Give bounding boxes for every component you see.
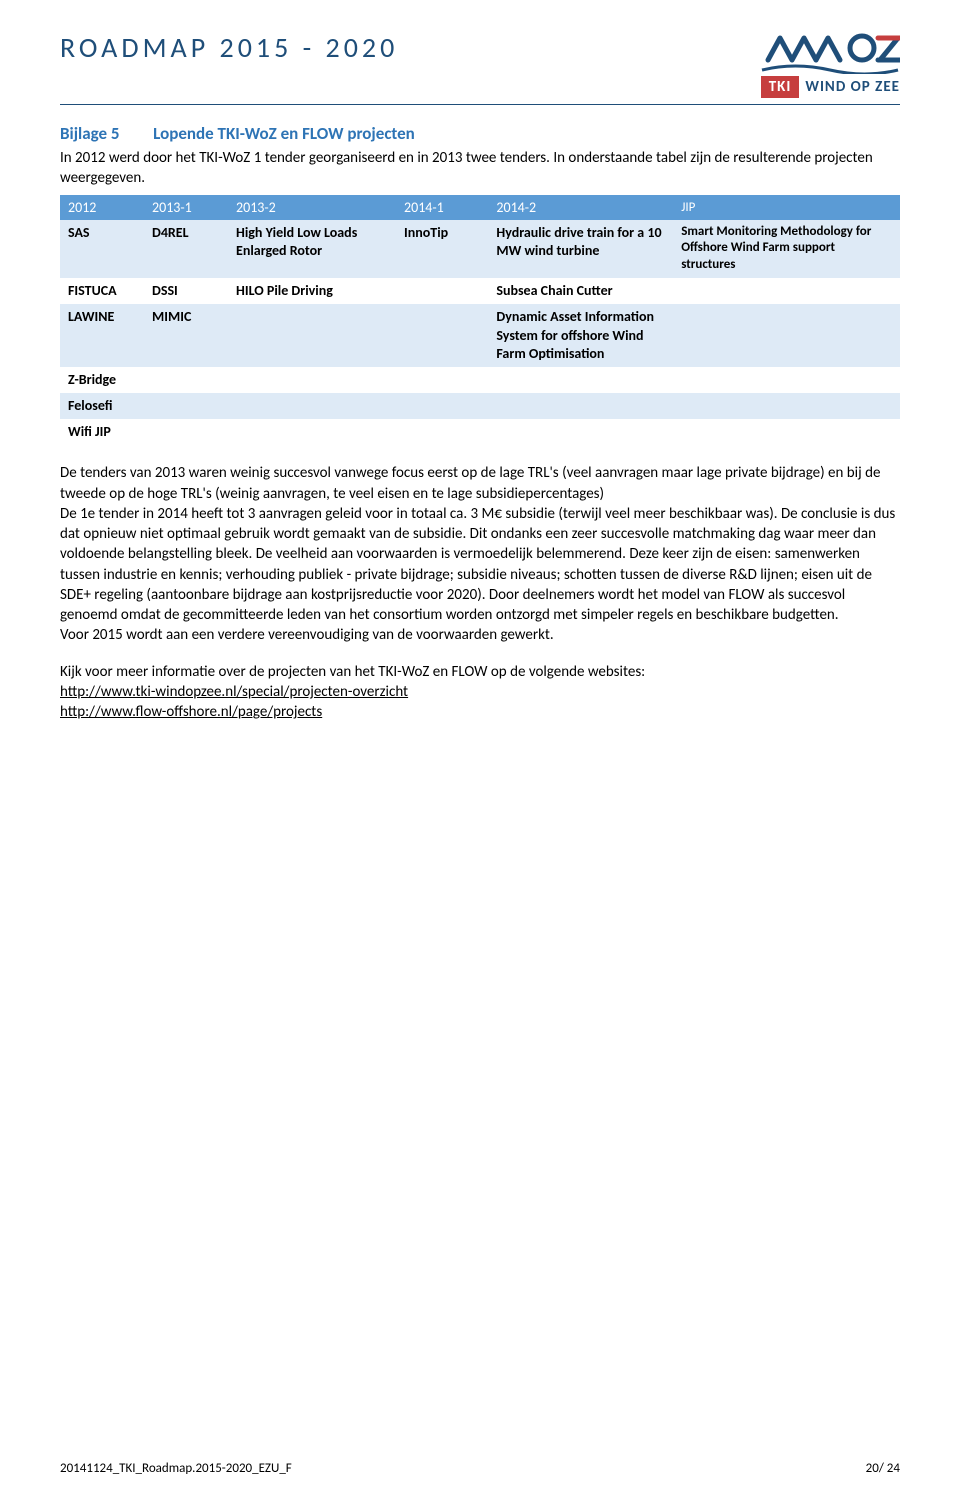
link-flow-projects[interactable]: http://www.flow-offshore.nl/page/project…: [60, 703, 322, 721]
brand-line: TKI WIND OP ZEE: [761, 76, 900, 98]
body-paragraph-1: De tenders van 2013 waren weinig succesv…: [60, 463, 900, 645]
cell: Subsea Chain Cutter: [488, 278, 673, 304]
col-2012: 2012: [60, 195, 144, 220]
cell: LAWINE: [60, 304, 144, 367]
intro-paragraph: In 2012 werd door het TKI-WoZ 1 tender g…: [60, 148, 900, 189]
cell: Hydraulic drive train for a 10 MW wind t…: [488, 220, 673, 279]
cell: [488, 367, 673, 393]
cell: [396, 393, 488, 419]
cell: DSSI: [144, 278, 228, 304]
tki-badge: TKI: [761, 76, 800, 98]
table-row: Wifi JIP: [60, 419, 900, 445]
cell: [144, 367, 228, 393]
brand-woz-text: WIND OP ZEE: [805, 78, 900, 96]
cell: [396, 367, 488, 393]
cell: FISTUCA: [60, 278, 144, 304]
links-lead: Kijk voor meer informatie over de projec…: [60, 663, 645, 681]
footer-pagenum: 20/ 24: [866, 1461, 900, 1476]
cell: High Yield Low Loads Enlarged Rotor: [228, 220, 396, 279]
table-row: Z-Bridge: [60, 367, 900, 393]
table-row: Felosefi: [60, 393, 900, 419]
col-2013-2: 2013-2: [228, 195, 396, 220]
table-row: SAS D4REL High Yield Low Loads Enlarged …: [60, 220, 900, 279]
page-footer: 20141124_TKI_Roadmap.2015-2020_EZU_F 20/…: [60, 1461, 900, 1476]
cell: [228, 419, 396, 445]
bijlage-label: Bijlage 5: [60, 123, 120, 144]
footer-docid: 20141124_TKI_Roadmap.2015-2020_EZU_F: [60, 1461, 292, 1476]
cell: [488, 419, 673, 445]
col-2014-2: 2014-2: [488, 195, 673, 220]
cell: InnoTip: [396, 220, 488, 279]
cell: SAS: [60, 220, 144, 279]
cell: Z-Bridge: [60, 367, 144, 393]
cell: [673, 278, 900, 304]
cell: Felosefi: [60, 393, 144, 419]
cell: [228, 304, 396, 367]
projects-table: 2012 2013-1 2013-2 2014-1 2014-2 JIP SAS…: [60, 195, 900, 446]
logo-block: TKI WIND OP ZEE: [760, 30, 900, 98]
cell: [673, 419, 900, 445]
cell: [228, 393, 396, 419]
cell: [396, 278, 488, 304]
cell: [228, 367, 396, 393]
col-jip: JIP: [673, 195, 900, 220]
bijlage-title: Lopende TKI-WoZ en FLOW projecten: [153, 123, 415, 144]
table-row: LAWINE MIMIC Dynamic Asset Information S…: [60, 304, 900, 367]
cell: Wifi JIP: [60, 419, 144, 445]
cell: [144, 419, 228, 445]
cell: [396, 304, 488, 367]
cell: [673, 393, 900, 419]
body-paragraph-links: Kijk voor meer informatie over de projec…: [60, 662, 900, 723]
cell: HILO Pile Driving: [228, 278, 396, 304]
title-divider: [60, 104, 900, 105]
bijlage-heading: Bijlage 5 Lopende TKI-WoZ en FLOW projec…: [60, 123, 900, 144]
cell: [144, 393, 228, 419]
page-header: ROADMAP 2015 - 2020 TKI WIND OP ZEE: [60, 30, 900, 98]
cell: D4REL: [144, 220, 228, 279]
cell: [396, 419, 488, 445]
table-header-row: 2012 2013-1 2013-2 2014-1 2014-2 JIP: [60, 195, 900, 220]
link-tki-projects[interactable]: http://www.tki-windopzee.nl/special/proj…: [60, 683, 408, 701]
col-2014-1: 2014-1: [396, 195, 488, 220]
cell: [488, 393, 673, 419]
table-row: FISTUCA DSSI HILO Pile Driving Subsea Ch…: [60, 278, 900, 304]
col-2013-1: 2013-1: [144, 195, 228, 220]
roadmap-title: ROADMAP 2015 - 2020: [60, 30, 398, 65]
cell: Smart Monitoring Methodology for Offshor…: [673, 220, 900, 279]
cell: Dynamic Asset Information System for off…: [488, 304, 673, 367]
cell: [673, 304, 900, 367]
cell: [673, 367, 900, 393]
woz-logo-icon: [760, 30, 900, 74]
cell: MIMIC: [144, 304, 228, 367]
